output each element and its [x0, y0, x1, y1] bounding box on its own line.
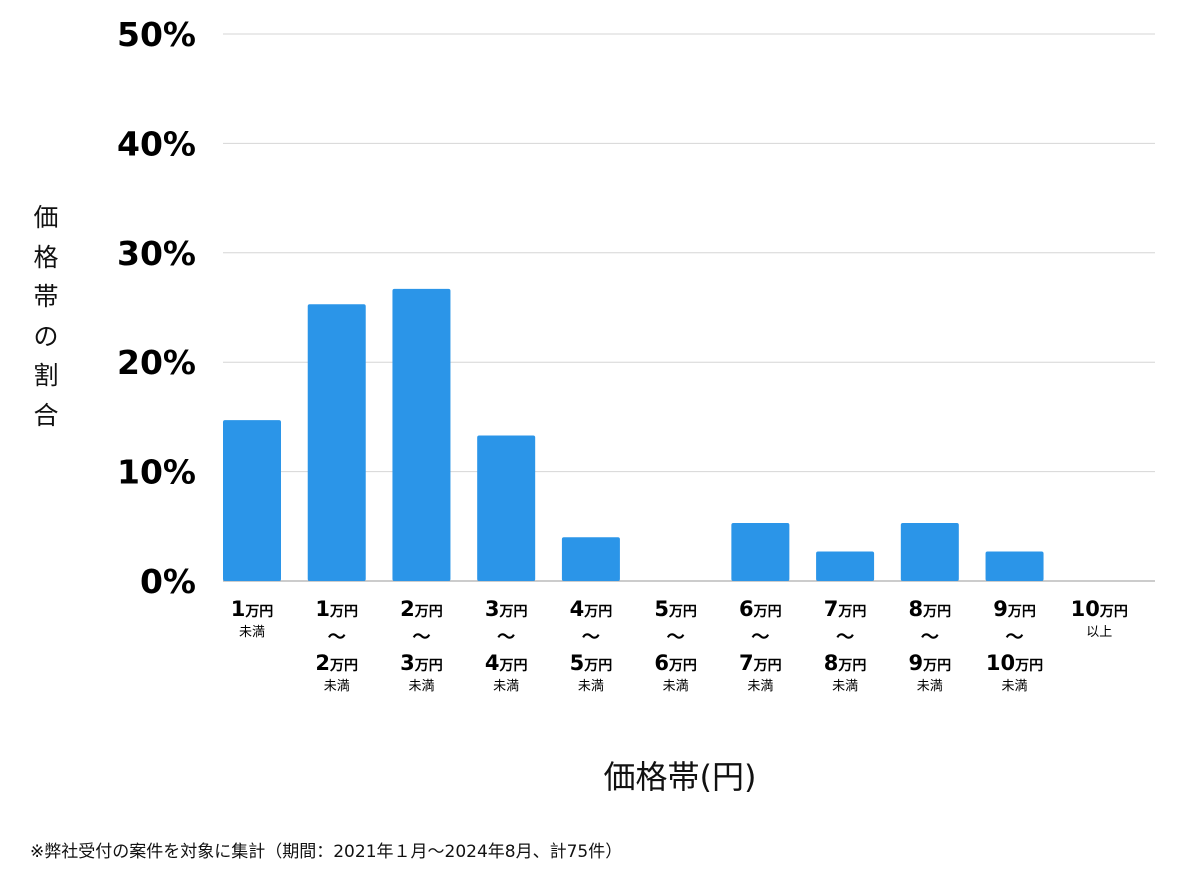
x-tick-label-top: 8万円	[909, 597, 952, 621]
x-tick-label-top: 6万円	[739, 597, 782, 621]
x-tick-label-tilde: 〜	[328, 627, 346, 648]
x-tick-label-bottom: 9万円	[909, 651, 952, 675]
x-tick-label-tilde: 〜	[751, 627, 769, 648]
x-tick-label-note: 未満	[663, 679, 689, 694]
x-tick-label-top: 3万円	[485, 597, 528, 621]
x-tick-label-tilde: 〜	[921, 627, 939, 648]
x-tick-label-bottom: 10万円	[986, 651, 1043, 675]
bars	[223, 288, 1044, 581]
x-tick-label-tilde: 〜	[497, 627, 515, 648]
x-tick-label-note: 未満	[324, 679, 350, 694]
x-tick-label-tilde: 〜	[1006, 627, 1024, 648]
y-axis-label: 価格帯の割合	[33, 203, 59, 430]
bar	[392, 288, 451, 581]
x-tick-label-top: 9万円	[993, 597, 1036, 621]
y-tick-label: 30%	[117, 234, 196, 273]
x-tick-label-top: 1万円	[231, 597, 274, 621]
bar	[900, 523, 959, 581]
x-tick-label-bottom: 5万円	[570, 651, 613, 675]
x-tick-label-note: 未満	[1002, 679, 1028, 694]
x-tick-label-note: 未満	[578, 679, 604, 694]
x-tick-labels: 1万円未満1万円〜2万円未満2万円〜3万円未満3万円〜4万円未満4万円〜5万円未…	[231, 597, 1128, 694]
x-tick-label-note: 未満	[493, 679, 519, 694]
x-tick-label-tilde: 〜	[412, 627, 430, 648]
bar	[307, 304, 366, 581]
bar	[816, 551, 875, 581]
x-tick-label-note: 未満	[239, 625, 265, 640]
x-tick-label-top: 7万円	[824, 597, 867, 621]
x-tick-label-top: 5万円	[654, 597, 697, 621]
y-tick-label: 50%	[117, 15, 196, 54]
bar	[985, 551, 1044, 581]
x-tick-label-note: 未満	[408, 679, 434, 694]
bar	[561, 537, 620, 581]
x-axis-label: 価格帯(円)	[603, 758, 757, 796]
y-tick-label: 40%	[117, 124, 196, 163]
y-tick-label: 0%	[140, 562, 196, 601]
x-tick-label-bottom: 3万円	[400, 651, 443, 675]
x-tick-label-bottom: 4万円	[485, 651, 528, 675]
y-tick-label: 10%	[117, 453, 196, 492]
x-tick-label-note: 未満	[832, 679, 858, 694]
footnote: ※弊社受付の案件を対象に集計（期間：2021年１月〜2024年8月、計75件）	[30, 842, 623, 862]
x-tick-label-bottom: 6万円	[654, 651, 697, 675]
x-tick-label-tilde: 〜	[836, 627, 854, 648]
y-tick-label: 20%	[117, 343, 196, 382]
bar	[731, 523, 790, 581]
x-tick-label-top: 10万円	[1071, 597, 1128, 621]
x-tick-label-tilde: 〜	[667, 627, 685, 648]
bar	[223, 420, 281, 581]
x-tick-label-tilde: 〜	[582, 627, 600, 648]
x-tick-label-bottom: 2万円	[315, 651, 358, 675]
x-tick-label-bottom: 8万円	[824, 651, 867, 675]
x-tick-label-top: 1万円	[315, 597, 358, 621]
x-tick-label-note: 未満	[917, 679, 943, 694]
x-tick-label-note: 未満	[747, 679, 773, 694]
x-tick-label-top: 2万円	[400, 597, 443, 621]
x-tick-label-top: 4万円	[570, 597, 613, 621]
x-tick-label-note: 以上	[1086, 625, 1112, 640]
bar	[477, 435, 536, 581]
x-tick-label-bottom: 7万円	[739, 651, 782, 675]
y-tick-labels: 0% 10% 20% 30% 40% 50%	[117, 15, 196, 601]
